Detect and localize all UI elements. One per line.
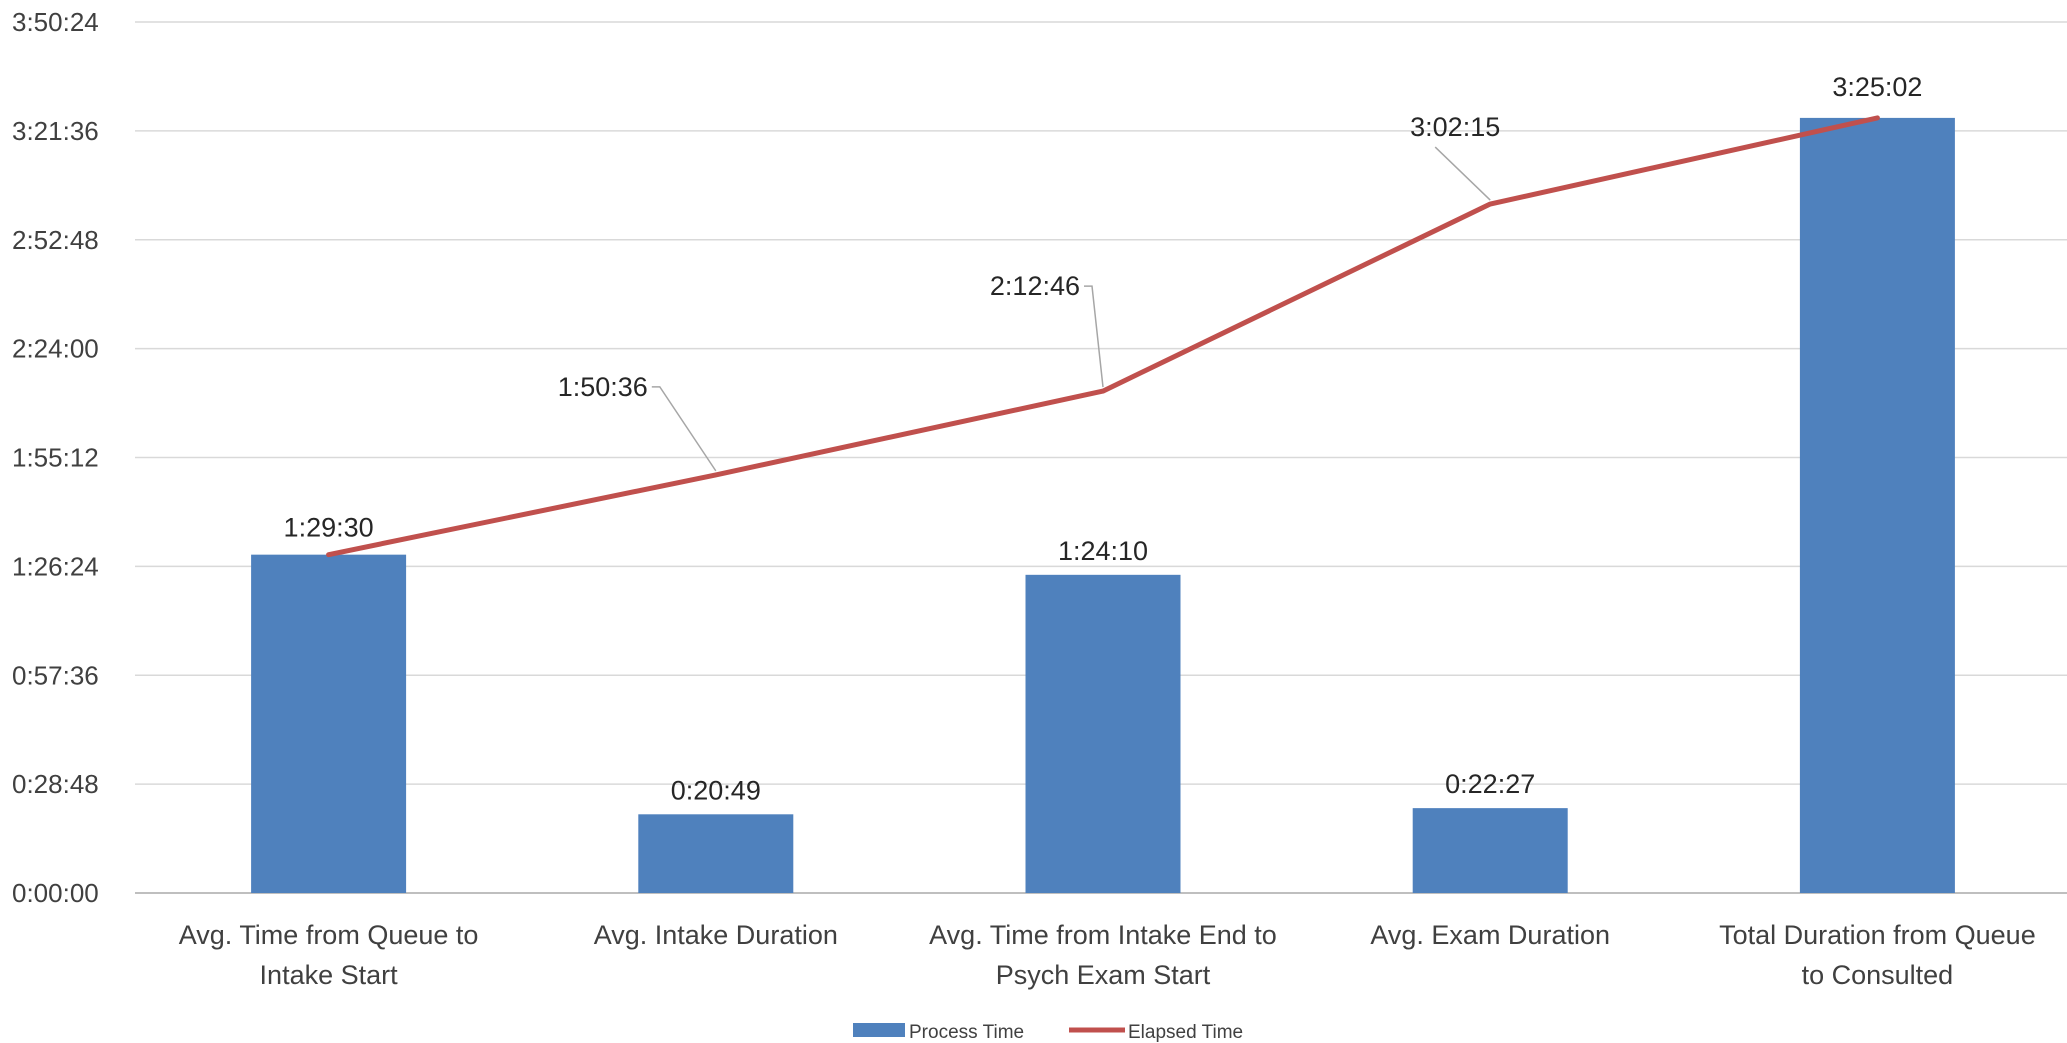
y-tick-label: 1:26:24 [12, 551, 99, 581]
series-line [326, 115, 1880, 558]
x-category-label: Avg. Exam Duration [1370, 920, 1610, 950]
gridlines [135, 21, 2067, 894]
bar-data-label: 0:20:49 [671, 775, 761, 805]
x-category-label: Intake Start [260, 960, 399, 990]
leader-line [1434, 146, 1491, 201]
x-category-label: Total Duration from Queue [1719, 920, 2036, 950]
bar [1799, 117, 1955, 893]
bar-series-process-time [251, 117, 1955, 893]
y-tick-label: 2:24:00 [12, 334, 99, 364]
legend-swatch-bar [853, 1023, 905, 1037]
line-data-label: 1:50:36 [558, 372, 648, 402]
leader-line [651, 386, 717, 472]
line-series-elapsed-time [326, 115, 1880, 558]
line-data-label: 2:12:46 [990, 271, 1080, 301]
x-category-label: Avg. Time from Intake End to [929, 920, 1277, 950]
bar [1025, 574, 1181, 893]
legend: Process Time Elapsed Time [853, 1022, 1243, 1043]
y-tick-label: 0:28:48 [12, 769, 99, 799]
legend-label: Elapsed Time [1128, 1022, 1243, 1043]
y-tick-label: 2:52:48 [12, 225, 99, 255]
x-axis: Avg. Time from Queue to Intake Start Avg. … [179, 920, 2036, 990]
legend-label: Process Time [909, 1022, 1024, 1043]
x-category-label: Avg. Time from Queue to [179, 920, 479, 950]
bar [638, 814, 794, 893]
x-category-label: Psych Exam Start [996, 960, 1211, 990]
y-tick-label: 3:21:36 [12, 116, 99, 146]
y-tick-label: 1:55:12 [12, 443, 99, 473]
x-category-label: Avg. Intake Duration [594, 920, 838, 950]
line-data-label: 3:02:15 [1410, 112, 1500, 142]
data-labels: 0:20:49 1:24:10 0:22:27 1:29:30 3:25:02 1:50:… [284, 72, 1923, 805]
bar [1412, 808, 1568, 893]
y-tick-label: 0:00:00 [12, 878, 99, 908]
line-data-label: 3:25:02 [1832, 72, 1922, 102]
y-tick-label: 0:57:36 [12, 660, 99, 690]
bar-data-label: 0:22:27 [1445, 769, 1535, 799]
leader-line [1084, 285, 1104, 388]
bar-data-label: 1:29:30 [284, 513, 374, 543]
bar [251, 554, 407, 893]
y-axis: 0:00:00 0:28:48 0:57:36 1:26:24 1:55:12 2:24:… [12, 7, 99, 908]
y-tick-label: 3:50:24 [12, 7, 99, 37]
x-category-label: to Consulted [1802, 960, 1954, 990]
bar-data-label: 1:24:10 [1058, 536, 1148, 566]
